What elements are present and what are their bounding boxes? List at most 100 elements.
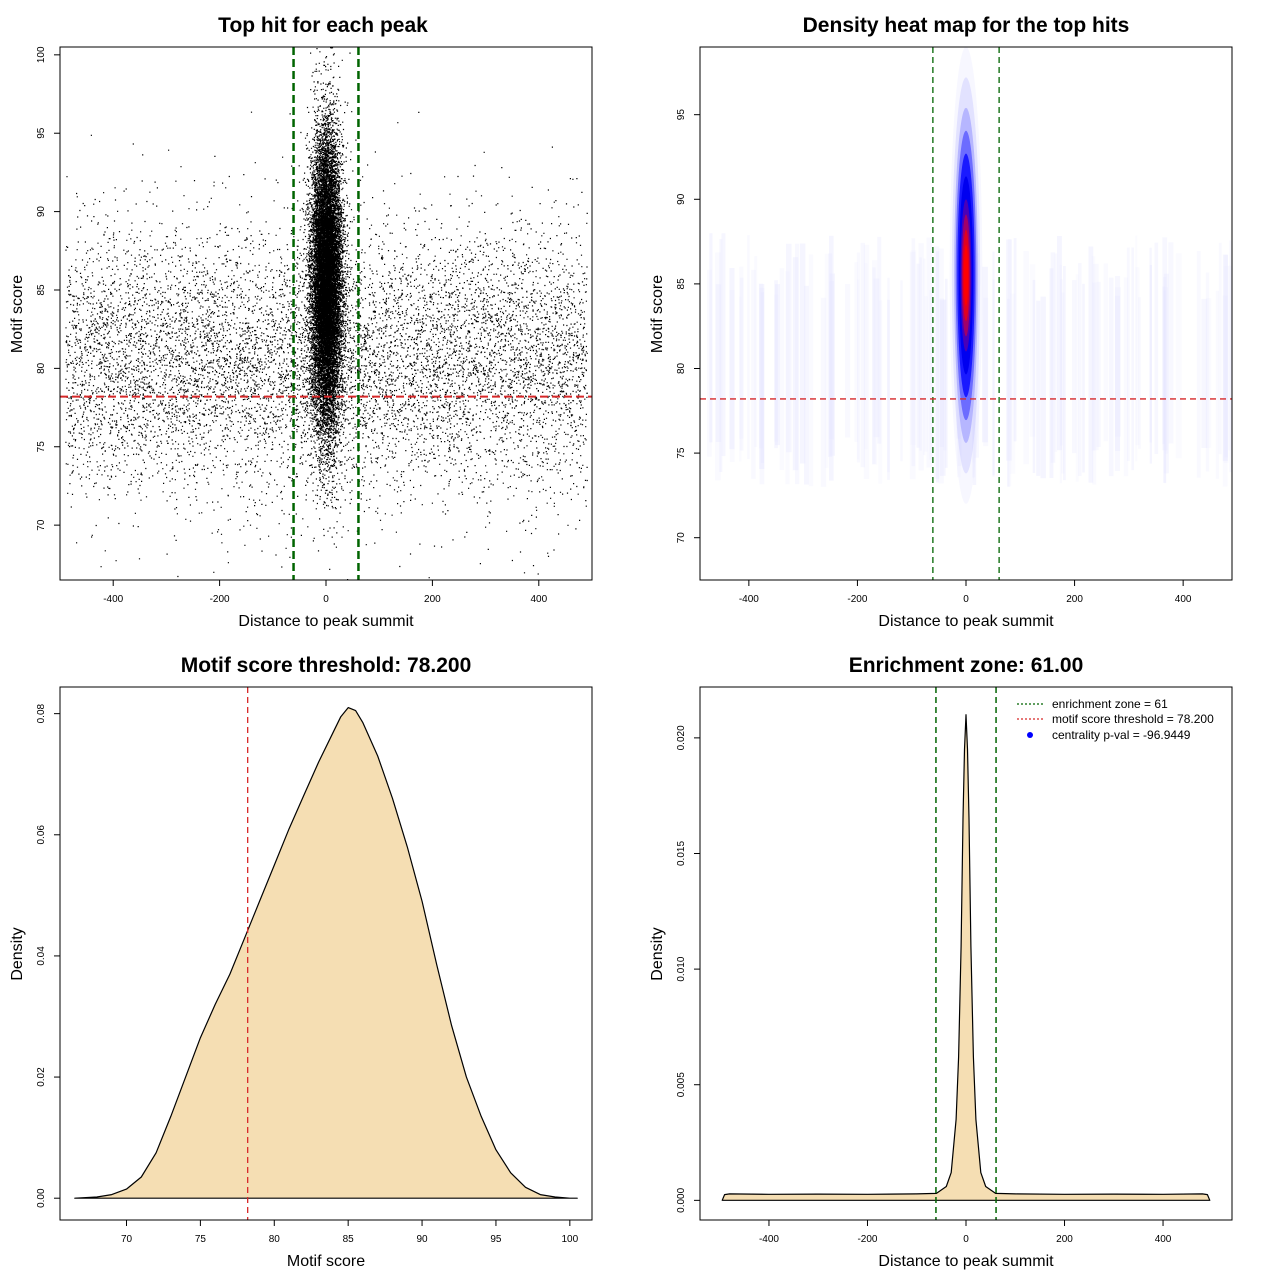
heatmap-background-cell: [707, 269, 712, 457]
heatmap-background-cell: [709, 233, 713, 443]
heatmap-background-cell: [785, 271, 790, 485]
heatmap-background-cell: [1164, 287, 1169, 454]
heatmap-background-cell: [1049, 268, 1054, 478]
heatmap-background-cell: [943, 299, 947, 451]
heatmap-background-cell: [754, 256, 758, 447]
panel-scatter: Top hit for each peak -400 -200 0 200 400 70…: [9, 14, 593, 630]
heatmap-background-cell: [929, 290, 933, 460]
x-axis: -400 -200 0 200 400: [103, 580, 548, 605]
x-tick-label: -200: [857, 1234, 877, 1245]
heatmap-background-cell: [1010, 293, 1016, 474]
y-tick-label: 0.04: [36, 946, 47, 966]
x-tick-label: 70: [121, 1234, 133, 1245]
heatmap-background-cell: [758, 283, 764, 449]
heatmap-background-cell: [1222, 254, 1228, 461]
chart-title: Top hit for each peak: [218, 14, 428, 37]
y-axis: 0.00 0.02 0.04 0.06 0.08: [36, 703, 60, 1208]
heatmap-background-cell: [887, 299, 890, 480]
heatmap-background-cell: [759, 287, 765, 485]
heatmap-background-cell: [1201, 298, 1208, 448]
heatmap-background-cell: [926, 237, 933, 468]
heatmap-background-cell: [909, 252, 916, 480]
heatmap-background-cell: [878, 300, 883, 484]
x-tick-label: -400: [759, 1234, 779, 1245]
heatmap-background-cell: [1059, 264, 1062, 484]
heatmap-background-cell: [992, 251, 995, 477]
heatmap-background-cell: [924, 296, 928, 452]
heatmap-background-cell: [1006, 239, 1012, 461]
heatmap-background-cell: [856, 252, 860, 463]
heatmap-background-cell: [1061, 292, 1065, 474]
x-tick-label: 0: [323, 594, 329, 605]
y-tick-label: 0.00: [36, 1188, 47, 1208]
legend-zone-label: enrichment zone = 61: [1052, 697, 1168, 711]
heatmap-background-cell: [938, 248, 944, 484]
x-tick-label: -200: [847, 594, 867, 605]
heatmap-background-cell: [1196, 251, 1201, 478]
y-tick-label: 75: [676, 447, 687, 459]
x-tick-label: 95: [490, 1234, 502, 1245]
heatmap-background-cell: [1162, 286, 1165, 445]
reference-lines: [700, 47, 1232, 580]
x-tick-label: 90: [416, 1234, 428, 1245]
heatmap-background-cell: [792, 257, 799, 471]
heatmap-background-cell: [829, 273, 835, 456]
heatmap-background-cell: [1135, 235, 1138, 462]
heatmap-background-cell: [715, 284, 722, 442]
heatmap-background-cell: [1108, 277, 1114, 477]
heatmap-background-cell: [1115, 287, 1121, 437]
x-tick-label: 0: [963, 594, 969, 605]
y-tick-label: 80: [36, 362, 47, 374]
heatmap-background-cell: [800, 243, 806, 464]
heatmap-background-cell: [729, 290, 735, 462]
heatmap-background-cell: [863, 244, 870, 479]
heatmap-background-cell: [808, 254, 814, 487]
heatmap-background-cell: [864, 263, 868, 450]
heatmap-background-cell: [1149, 247, 1152, 443]
heatmap-background-cell: [1082, 283, 1085, 473]
chart-title: Density heat map for the top hits: [803, 14, 1130, 37]
heatmap-background-cell: [1023, 251, 1029, 465]
heatmap-background-cell: [774, 294, 779, 442]
heatmap-background-cell: [860, 242, 865, 468]
legend-pval-marker: [1027, 732, 1033, 738]
heatmap-background-cell: [918, 243, 924, 471]
legend-pval-label: centrality p-val = -96.9449: [1052, 728, 1191, 742]
x-tick-label: 200: [1056, 1234, 1073, 1245]
x-tick-label: -200: [210, 594, 230, 605]
x-axis: 70 75 80 85 90 95 100: [121, 1220, 579, 1245]
heatmap-background-cell: [1007, 298, 1010, 487]
y-axis: 70 75 80 85 90 95: [676, 109, 700, 544]
heatmap-background-cell: [1163, 277, 1167, 483]
scatter-point-cloud: [65, 47, 588, 580]
heatmap-background-cell: [939, 298, 944, 447]
y-tick-label: 0.010: [676, 956, 687, 981]
heatmap-background-cell: [1162, 237, 1168, 451]
heatmap-background-cell: [939, 300, 946, 476]
heatmap-background-cell: [936, 251, 939, 483]
y-axis-label: Motif score: [9, 275, 26, 353]
heatmap-background-cell: [828, 253, 833, 457]
heatmap-background-cell: [1103, 263, 1108, 442]
y-tick-label: 80: [676, 362, 687, 374]
heatmap-background-cell: [751, 269, 756, 479]
heatmap-background-cell: [873, 278, 880, 438]
heatmap-background-cell: [1229, 240, 1232, 473]
heatmap-background-cell: [872, 267, 876, 464]
heatmap-background-cell: [877, 236, 882, 444]
heatmap-background-cell: [1222, 295, 1228, 487]
heatmap-background-cell: [721, 233, 726, 457]
x-tick-label: 80: [269, 1234, 281, 1245]
heatmap-background-cell: [1054, 253, 1058, 452]
heatmap-background-cell: [1131, 247, 1134, 471]
heatmap-background-cell: [820, 297, 827, 487]
heatmap-background-cell: [829, 235, 834, 481]
y-tick-label: 70: [676, 532, 687, 544]
heatmap-background-cell: [1092, 282, 1097, 485]
y-tick-label: 90: [676, 193, 687, 205]
y-tick-label: 95: [36, 127, 47, 139]
heatmap-background-cell: [1036, 300, 1041, 476]
heatmap-background-cell: [1115, 276, 1121, 451]
heatmap-background-cell: [1223, 266, 1229, 463]
heatmap-background-cell: [857, 279, 860, 460]
